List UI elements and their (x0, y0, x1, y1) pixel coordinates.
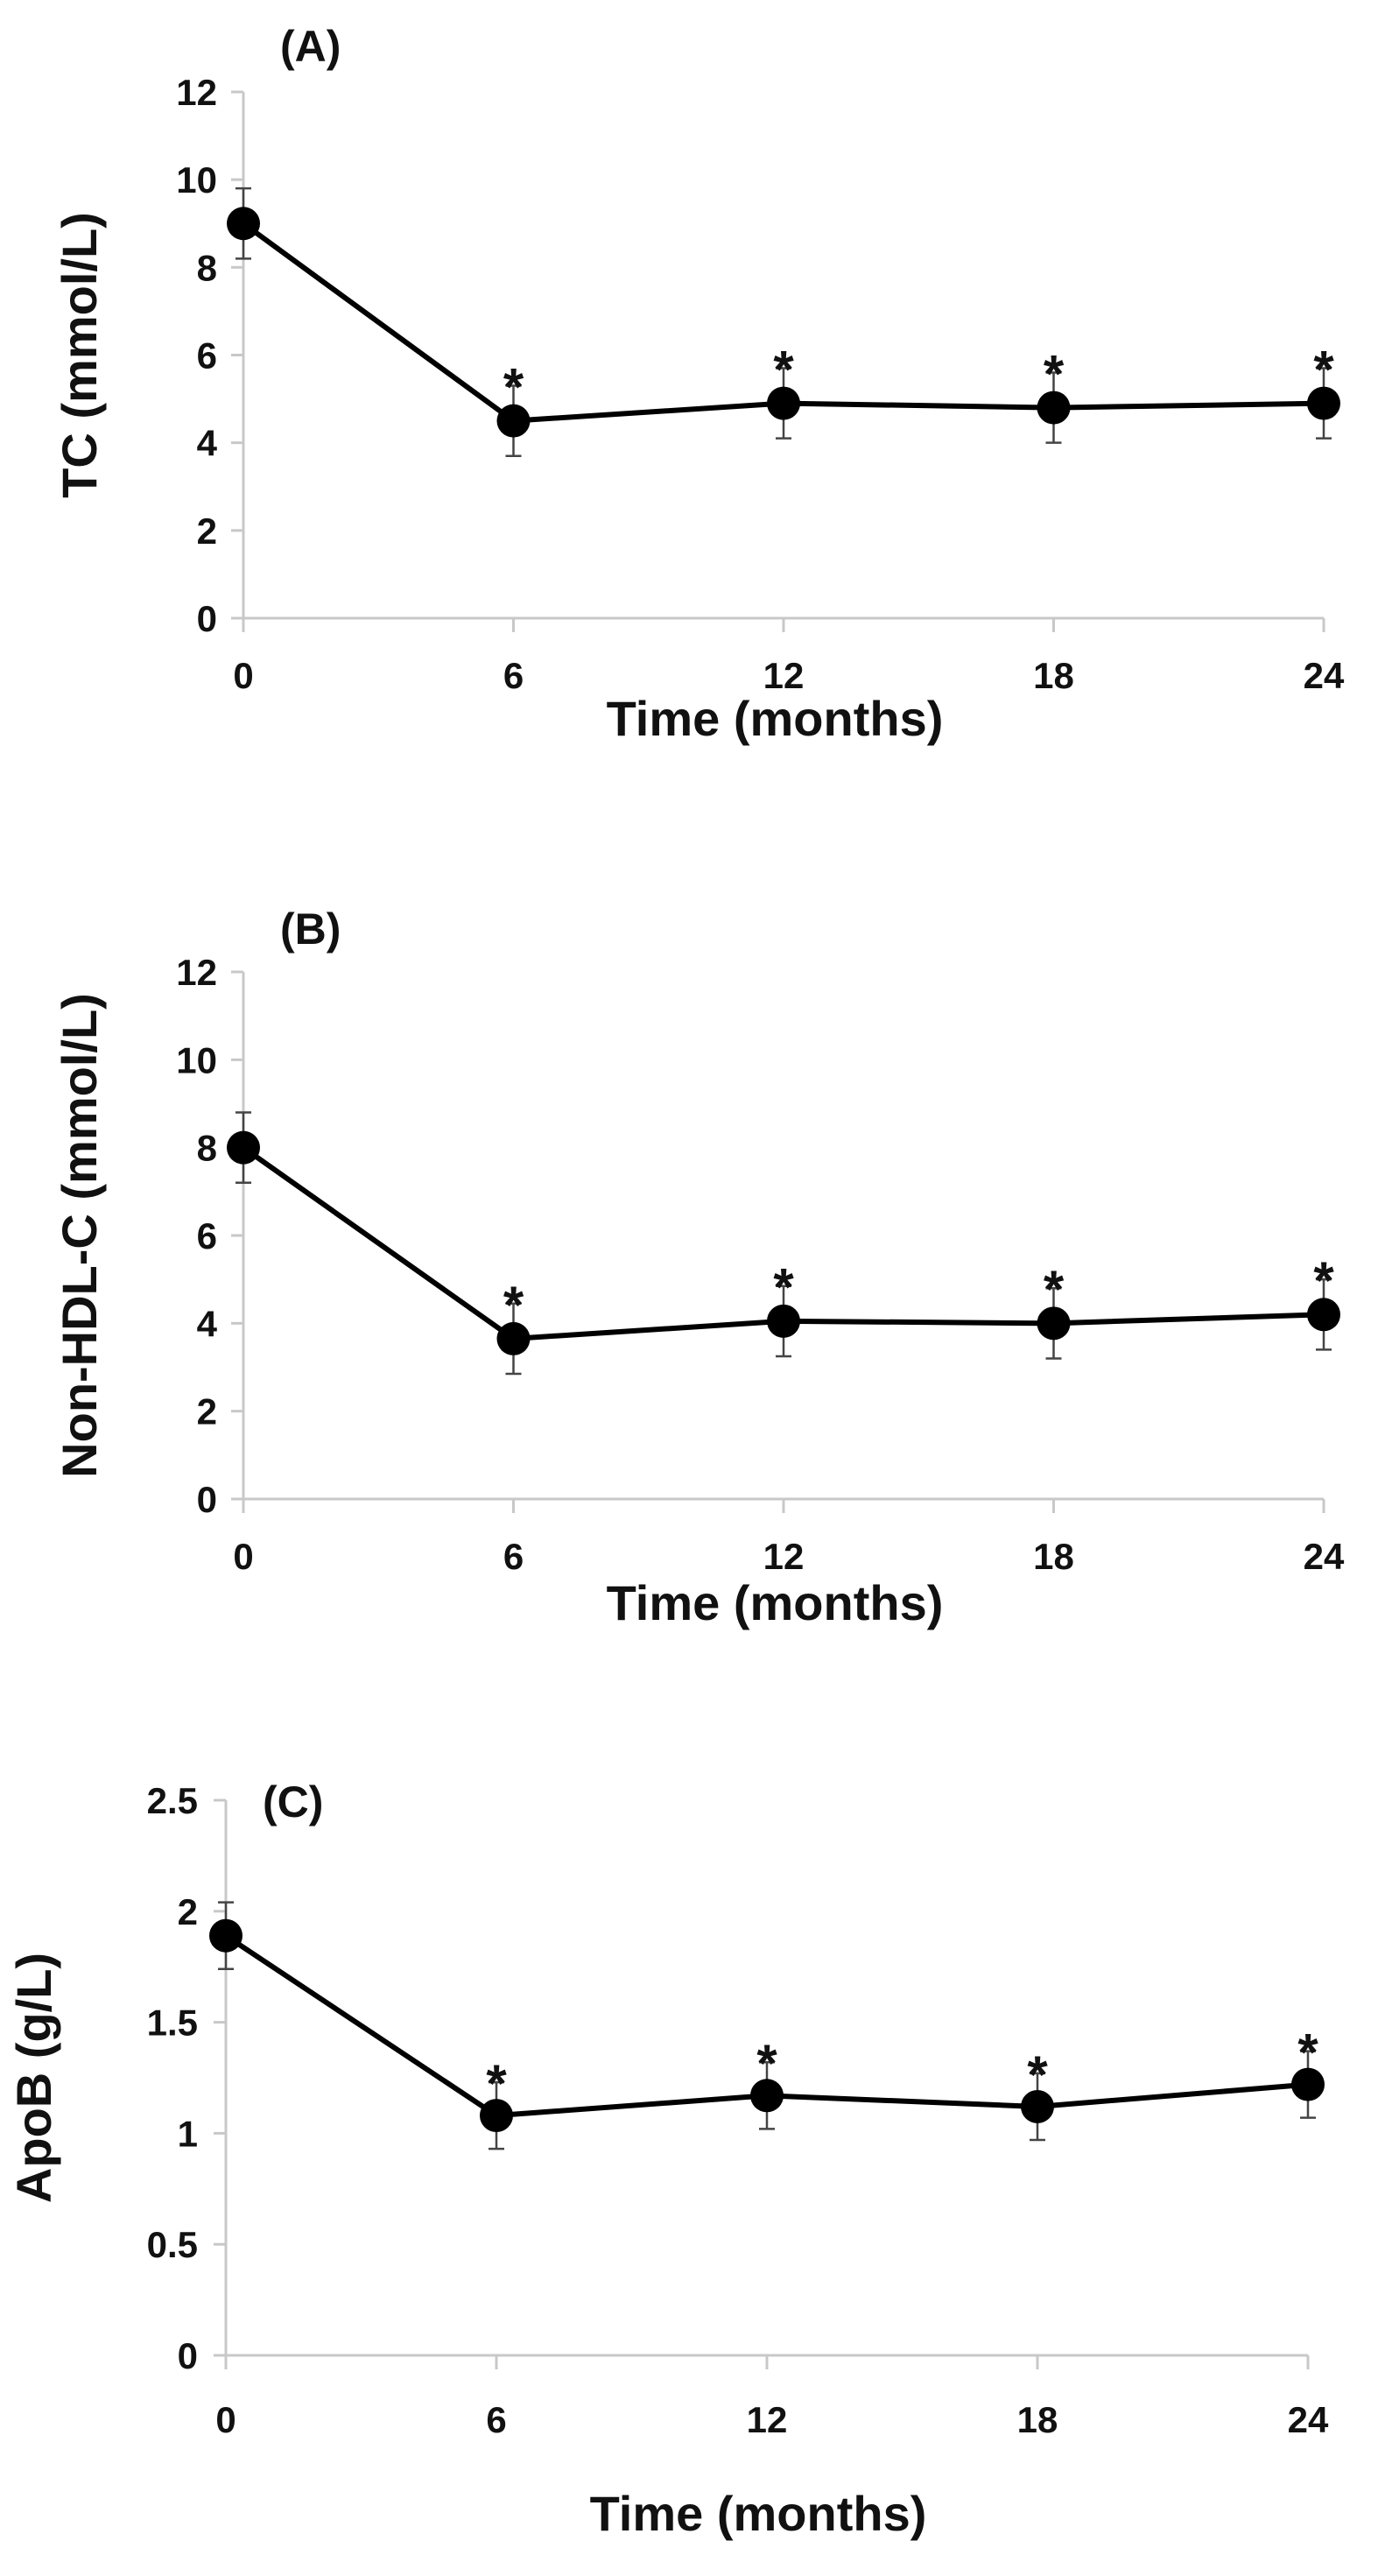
x-tick-label: 6 (503, 1536, 524, 1577)
x-tick-label: 18 (1033, 1536, 1074, 1577)
x-tick-label: 6 (486, 2399, 506, 2440)
data-point (1037, 391, 1071, 425)
y-tick-label: 8 (197, 1128, 217, 1169)
x-tick-label: 12 (763, 1536, 805, 1577)
significance-marker: * (503, 358, 524, 417)
x-tick-label: 18 (1017, 2399, 1058, 2440)
panel-label: (A) (280, 22, 341, 71)
y-axis-title: ApoB (g/L) (6, 1953, 61, 2203)
y-tick-label: 0.5 (147, 2224, 198, 2265)
data-point (1307, 1298, 1340, 1332)
y-tick-label: 1.5 (147, 2002, 198, 2044)
y-tick-label: 12 (176, 952, 217, 993)
x-tick-label: 24 (1288, 2399, 1329, 2440)
significance-marker: * (503, 1276, 524, 1334)
significance-marker: * (773, 341, 794, 399)
x-axis-title: Time (months) (607, 1575, 944, 1630)
x-tick-label: 0 (233, 655, 253, 696)
panel-label: (C) (263, 1777, 323, 1826)
significance-marker: * (1297, 2023, 1318, 2082)
y-tick-label: 2 (197, 510, 217, 552)
data-point (496, 404, 531, 438)
y-tick-label: 12 (176, 72, 217, 113)
significance-marker: * (1044, 1260, 1065, 1319)
y-tick-label: 8 (197, 247, 217, 288)
data-point (1307, 386, 1340, 420)
data-point (1037, 1306, 1071, 1341)
x-tick-label: 24 (1304, 655, 1345, 696)
y-tick-label: 10 (176, 1039, 217, 1080)
x-tick-label: 0 (233, 1536, 253, 1577)
data-point (1291, 2067, 1325, 2101)
data-point (496, 1321, 531, 1355)
x-axis-title: Time (months) (590, 2486, 927, 2541)
panel-label: (B) (280, 904, 341, 954)
data-point (1021, 2089, 1054, 2123)
significance-marker: * (486, 2054, 507, 2113)
significance-marker: * (1027, 2045, 1048, 2104)
significance-marker: * (773, 1258, 794, 1317)
significance-marker: * (1313, 1251, 1334, 1310)
y-tick-label: 1 (178, 2113, 198, 2154)
data-point (750, 2079, 784, 2113)
data-point (480, 2099, 513, 2133)
y-tick-label: 0 (178, 2335, 198, 2376)
x-tick-label: 0 (215, 2399, 236, 2440)
y-tick-label: 6 (197, 335, 217, 377)
data-point (767, 1304, 800, 1338)
data-point (227, 1130, 260, 1165)
data-point (767, 386, 800, 420)
significance-marker: * (756, 2034, 777, 2093)
x-axis-title: Time (months) (607, 691, 944, 746)
data-point (227, 207, 260, 241)
y-tick-label: 2 (178, 1891, 198, 1932)
y-tick-label: 2 (197, 1391, 217, 1432)
y-tick-label: 6 (197, 1215, 217, 1256)
y-tick-label: 10 (176, 159, 217, 201)
y-tick-label: 0 (197, 1479, 217, 1520)
y-tick-label: 0 (197, 598, 217, 639)
significance-marker: * (1044, 345, 1065, 404)
y-axis-title: TC (mmol/L) (52, 212, 107, 498)
significance-marker: * (1313, 341, 1334, 399)
x-tick-label: 6 (503, 655, 524, 696)
x-tick-label: 12 (747, 2399, 788, 2440)
x-tick-label: 18 (1033, 655, 1074, 696)
data-point (209, 1918, 243, 1953)
y-tick-label: 4 (197, 423, 218, 464)
x-tick-label: 12 (763, 655, 805, 696)
y-tick-label: 2.5 (147, 1780, 198, 1821)
y-tick-label: 4 (197, 1303, 218, 1344)
panel-c: 0 0.5 1 1.5 2 2.5 0 6 12 18 24 Time (months) ApoB (g… (6, 1777, 1329, 2541)
y-axis-title: Non-HDL-C (mmol/L) (52, 993, 107, 1478)
x-tick-label: 24 (1304, 1536, 1345, 1577)
